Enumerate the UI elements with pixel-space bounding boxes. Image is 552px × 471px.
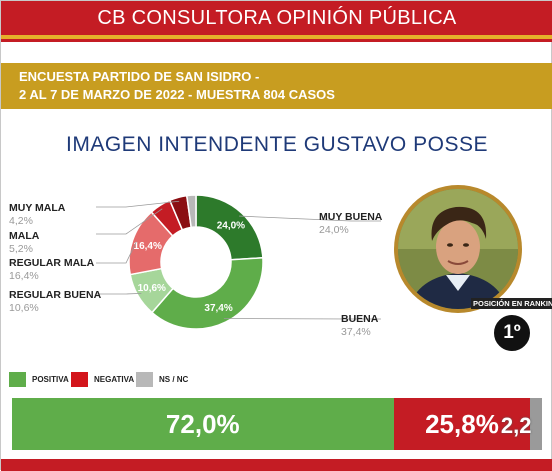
callout-buena-name: BUENA bbox=[341, 313, 379, 325]
legend-label-positiva: POSITIVA bbox=[32, 375, 69, 384]
survey-line-1: ENCUESTA PARTIDO DE SAN ISIDRO - bbox=[19, 69, 260, 84]
stacked-bar: 72,0% 25,8% 2,2 bbox=[12, 398, 542, 450]
callout-buena: BUENA 37,4% bbox=[341, 313, 378, 338]
legend-label-nsnc: NS / NC bbox=[159, 375, 189, 384]
leader-line-regular-mala bbox=[96, 241, 137, 264]
callout-muy-buena-value: 24,0% bbox=[319, 224, 349, 236]
legend-label-negativa: NEGATIVA bbox=[94, 375, 135, 384]
legend-item-nsnc: NS / NC bbox=[136, 372, 188, 388]
callout-regular-mala: REGULAR MALA 16,4% bbox=[9, 257, 94, 282]
callout-muy-mala: MUY MALA 4,2% bbox=[9, 202, 65, 227]
callout-regular-buena-name: REGULAR BUENA bbox=[9, 289, 102, 301]
bar-value-negativa: 25,8% bbox=[425, 409, 499, 439]
legend-swatch-positiva bbox=[9, 372, 26, 388]
bar-segment-negativa: 25,8% bbox=[393, 398, 531, 450]
callout-mala: MALA 5,2% bbox=[9, 230, 39, 255]
callout-regular-mala-name: REGULAR MALA bbox=[9, 257, 95, 269]
bar-segment-ns-nc: 2,2 bbox=[501, 398, 542, 450]
donut-chart: 24,0% 37,4% 10,6% 16,4% bbox=[96, 194, 381, 330]
callout-buena-value: 37,4% bbox=[341, 326, 371, 338]
donut-slice-ns-nc bbox=[185, 194, 197, 229]
donut-slice-buena bbox=[150, 256, 264, 330]
donut-value-muy-buena: 24,0% bbox=[217, 220, 245, 231]
callout-muy-mala-name: MUY MALA bbox=[9, 202, 66, 214]
rank-badge: 1º bbox=[492, 313, 532, 353]
portrait-photo bbox=[398, 189, 518, 309]
donut-value-regular-mala: 16,4% bbox=[134, 241, 162, 252]
callout-regular-buena: REGULAR BUENA 10,6% bbox=[9, 289, 101, 314]
callout-muy-mala-value: 4,2% bbox=[9, 215, 33, 227]
donut-value-regular-buena: 10,6% bbox=[138, 283, 166, 294]
rank-caption: POSICIÓN EN RANKING bbox=[471, 298, 552, 309]
callout-regular-buena-value: 10,6% bbox=[9, 302, 39, 314]
bar-value-ns-nc: 2,2 bbox=[500, 413, 532, 438]
legend-item-negativa: NEGATIVA bbox=[71, 372, 134, 388]
callout-mala-name: MALA bbox=[9, 230, 40, 242]
header-stripe-red bbox=[1, 39, 552, 42]
header-stripe-yellow bbox=[1, 35, 552, 39]
footer-stripe bbox=[1, 459, 552, 471]
callout-mala-value: 5,2% bbox=[9, 243, 33, 255]
donut-value-buena: 37,4% bbox=[204, 303, 232, 314]
portrait-illustration bbox=[398, 189, 518, 309]
chart-title: IMAGEN INTENDENTE GUSTAVO POSSE bbox=[66, 133, 488, 156]
legend-item-positiva: POSITIVA bbox=[9, 372, 69, 388]
callout-muy-buena-name: MUY BUENA bbox=[319, 211, 383, 223]
survey-banner: ENCUESTA PARTIDO DE SAN ISIDRO - 2 AL 7 … bbox=[1, 63, 552, 109]
legend-swatch-negativa bbox=[71, 372, 88, 388]
leader-line-buena bbox=[223, 318, 381, 320]
bar-value-positiva: 72,0% bbox=[165, 409, 240, 439]
leader-line-regular-buena bbox=[96, 292, 142, 295]
bar-segment-positiva: 72,0% bbox=[12, 398, 394, 450]
leader-line-muy-mala bbox=[96, 200, 180, 208]
leader-line-mala bbox=[96, 208, 163, 235]
portrait-frame bbox=[394, 185, 522, 313]
header-title: CB CONSULTORA OPINIÓN PÚBLICA bbox=[1, 1, 552, 35]
leader-line-muy-buena bbox=[239, 215, 381, 222]
survey-line-2: 2 AL 7 DE MARZO DE 2022 - MUESTRA 804 CA… bbox=[19, 87, 335, 102]
callout-regular-mala-value: 16,4% bbox=[9, 270, 39, 282]
legend-swatch-nsnc bbox=[136, 372, 153, 388]
callout-muy-buena: MUY BUENA 24,0% bbox=[319, 211, 382, 236]
